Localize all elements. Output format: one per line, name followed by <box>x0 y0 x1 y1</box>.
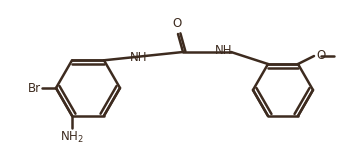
Text: O: O <box>172 17 182 30</box>
Text: NH: NH <box>130 51 147 64</box>
Text: Br: Br <box>28 81 41 95</box>
Text: NH$_2$: NH$_2$ <box>60 130 84 145</box>
Text: O: O <box>316 49 325 62</box>
Text: NH: NH <box>215 44 232 57</box>
